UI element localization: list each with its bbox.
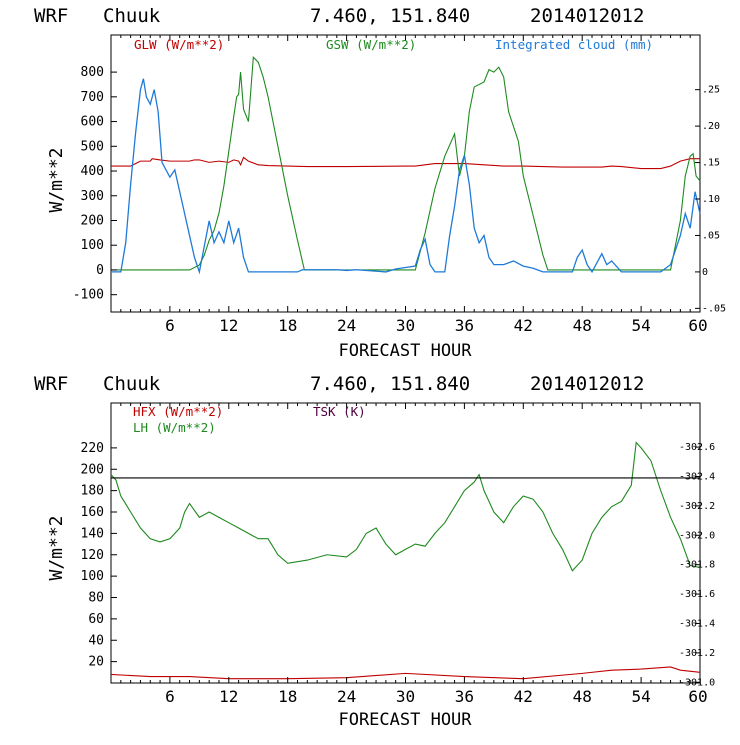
axis-ticks: 6 12 18 24 30 36 42 48 54 60 -100 0 100 200 300 400 500 6…: [73, 35, 726, 335]
y-tick-label: 800: [81, 65, 104, 80]
y2-tick-label: -302.4: [679, 471, 715, 482]
x-tick-label: 60: [688, 687, 707, 706]
x-tick-label: 12: [219, 687, 238, 706]
header-station: Chuuk: [103, 373, 161, 395]
y-tick-label: -100: [73, 288, 104, 303]
x-tick-label: 12: [219, 316, 238, 335]
panel-heat-flux: WRF Chuuk 7.460, 151.840 2014012012 6 12 1…: [34, 373, 715, 730]
series-group: [110, 441, 701, 680]
y-tick-label: 400: [81, 164, 104, 179]
series-lh-line: [110, 441, 701, 572]
x-tick-label: 48: [573, 316, 592, 335]
y2-tick-label: -301.8: [679, 560, 715, 571]
y-tick-label: 60: [88, 612, 104, 627]
x-tick-label: 6: [165, 316, 175, 335]
y-tick-label: 200: [81, 213, 104, 228]
y2-tick-label: .25: [702, 85, 720, 96]
x-tick-label: 42: [514, 316, 533, 335]
y-tick-label: 20: [88, 655, 104, 670]
y-tick-label: 220: [81, 441, 104, 456]
header-init-time: 2014012012: [530, 5, 644, 27]
plot-frame: [110, 402, 701, 684]
y2-tick-label: -301.2: [679, 648, 715, 659]
y-tick-label: 40: [88, 633, 104, 648]
y-tick-label: 140: [81, 526, 104, 541]
x-tick-label: 6: [165, 687, 175, 706]
y-tick-label: 600: [81, 115, 104, 130]
header-coords: 7.460, 151.840: [310, 373, 470, 395]
y-tick-label: 80: [88, 591, 104, 606]
y-tick-label: 200: [81, 462, 104, 477]
y-axis-label: W/m**2: [46, 147, 67, 212]
y2-tick-label: -301.6: [679, 589, 715, 600]
x-tick-label: 30: [396, 687, 415, 706]
legend-cloud: Integrated cloud (mm): [495, 37, 653, 52]
y2-tick-label: .15: [702, 158, 720, 169]
x-tick-label: 18: [278, 316, 297, 335]
y2-tick-label: -302.2: [679, 501, 715, 512]
y2-tick-label: 0: [702, 267, 708, 278]
x-tick-label: 54: [631, 687, 650, 706]
x-tick-label: 36: [455, 687, 474, 706]
panel-radiation: WRF Chuuk 7.460, 151.840 2014012012 6 12 1…: [34, 5, 726, 361]
x-tick-label: 36: [455, 316, 474, 335]
y2-tick-label: -302.0: [679, 530, 715, 541]
header-station: Chuuk: [103, 5, 161, 27]
y-tick-label: 100: [81, 238, 104, 253]
series-group: [111, 56, 701, 275]
y-tick-label: 500: [81, 139, 104, 154]
y-tick-label: 100: [81, 569, 104, 584]
y-tick-label: 700: [81, 90, 104, 105]
x-tick-label: 24: [337, 316, 356, 335]
y-tick-label: 300: [81, 189, 104, 204]
y-axis-label: W/m**2: [46, 515, 67, 580]
y2-tick-label: -302.6: [679, 442, 715, 453]
y2-tick-label: -301.0: [679, 677, 715, 688]
series-hfx-line: [110, 666, 701, 680]
y-tick-label: 180: [81, 484, 104, 499]
legend-hfx: HFX (W/m**2): [133, 404, 223, 419]
header-init-time: 2014012012: [530, 373, 644, 395]
x-tick-label: 54: [631, 316, 650, 335]
header-model: WRF: [34, 5, 68, 27]
y-tick-label: 120: [81, 548, 104, 563]
legend-glw: GLW (W/m**2): [134, 37, 224, 52]
y2-tick-label: -301.4: [679, 618, 715, 629]
x-tick-label: 18: [278, 687, 297, 706]
legend: GLW (W/m**2) GSW (W/m**2) Integrated clo…: [134, 37, 653, 52]
header-model: WRF: [34, 373, 68, 395]
x-tick-label: 42: [514, 687, 533, 706]
legend-tsk: TSK (K): [313, 404, 366, 419]
panel-header: WRF Chuuk 7.460, 151.840 2014012012: [34, 373, 644, 395]
legend-gsw: GSW (W/m**2): [326, 37, 416, 52]
y2-tick-label: -.05: [702, 303, 726, 314]
x-tick-label: 60: [688, 316, 707, 335]
x-tick-label: 30: [396, 316, 415, 335]
series-gsw-line: [111, 56, 701, 271]
series-glw-line: [111, 156, 700, 170]
y2-tick-label: .10: [702, 194, 720, 205]
panel-header: WRF Chuuk 7.460, 151.840 2014012012: [34, 5, 644, 27]
x-axis-label: FORECAST HOUR: [338, 341, 472, 361]
header-coords: 7.460, 151.840: [310, 5, 470, 27]
series-cloud-line: [111, 78, 701, 275]
y-tick-label: 160: [81, 505, 104, 520]
legend-lh: LH (W/m**2): [133, 420, 216, 435]
y2-tick-label: .05: [702, 230, 720, 241]
x-axis-label: FORECAST HOUR: [338, 710, 472, 730]
x-tick-label: 48: [573, 687, 592, 706]
legend: HFX (W/m**2) LH (W/m**2) TSK (K): [133, 404, 366, 435]
x-tick-label: 24: [337, 687, 356, 706]
y-tick-label: 0: [96, 263, 104, 278]
y2-tick-label: .20: [702, 121, 720, 132]
axis-ticks: 6 12 18 24 30 36 42 48 54 60 20 40 60 80 100 120 140 160 1…: [81, 403, 715, 706]
